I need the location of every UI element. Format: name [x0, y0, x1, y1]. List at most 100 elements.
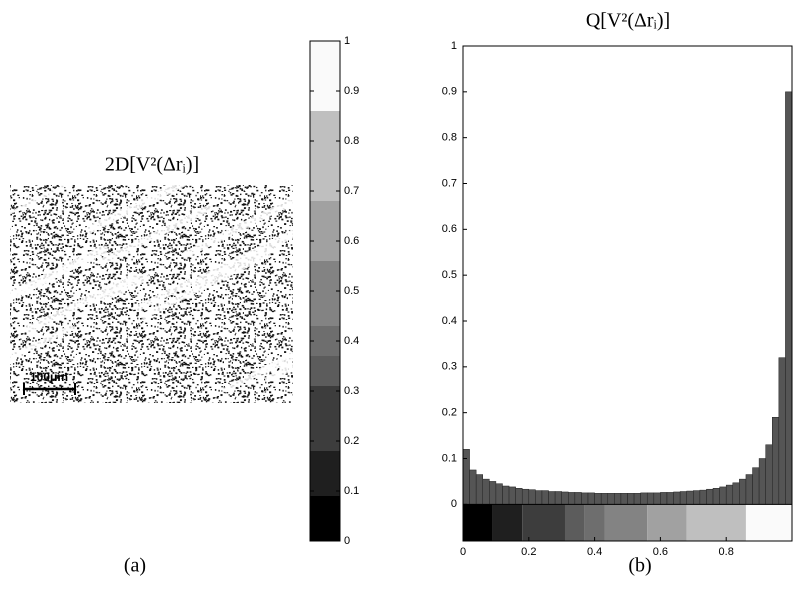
- colorbar-segment: [584, 504, 605, 541]
- y-tick-label: 0.8: [442, 132, 457, 144]
- bar: [765, 444, 773, 505]
- colorbar-segment: [310, 451, 340, 496]
- x-tick-label: 0.6: [653, 546, 668, 558]
- colorbar-segment: [604, 504, 648, 541]
- bar: [693, 490, 701, 505]
- bar: [521, 488, 530, 505]
- bar: [561, 491, 569, 505]
- colorbar-segment: [310, 356, 340, 386]
- speckle-image: [10, 185, 293, 403]
- streak: [264, 362, 293, 383]
- bar: [535, 490, 543, 505]
- colorbar-segment: [310, 201, 340, 261]
- colorbar-segment: [522, 504, 565, 541]
- bar: [778, 357, 786, 505]
- bar: [739, 478, 747, 505]
- y-tick-label: 0.6: [442, 223, 457, 235]
- streak: [182, 196, 293, 259]
- streak: [10, 324, 74, 362]
- colorbar-tick-label: 0: [344, 535, 350, 547]
- colorbar-tick-label: 0.3: [344, 385, 359, 397]
- colorbar-segment: [310, 326, 340, 356]
- bar: [699, 489, 707, 505]
- bar: [502, 485, 510, 505]
- x-tick-label: 0: [460, 546, 466, 558]
- streak: [223, 363, 276, 393]
- bar: [469, 469, 477, 505]
- streak: [10, 185, 70, 215]
- bar: [620, 493, 628, 505]
- bar: [785, 91, 793, 505]
- colorbar-tick-label: 0.7: [344, 185, 359, 197]
- bar: [660, 492, 668, 505]
- y-tick-label: 1: [451, 40, 457, 52]
- bar: [475, 474, 483, 505]
- colorbar-segment: [310, 261, 340, 326]
- colorbar-segment: [745, 504, 792, 541]
- bar: [495, 483, 503, 505]
- bar: [574, 492, 582, 505]
- y-tick-label: 0.7: [442, 177, 457, 189]
- bar: [653, 492, 661, 505]
- bar: [686, 490, 694, 505]
- bar: [600, 493, 609, 505]
- bar: [627, 493, 635, 505]
- bar: [607, 493, 615, 505]
- streak: [191, 228, 293, 287]
- bar: [515, 488, 523, 505]
- panel-title: Q[V²(Δrᵢ)]: [586, 10, 670, 32]
- y-tick-label: 0.1: [442, 452, 457, 464]
- bar: [719, 486, 727, 505]
- bar: [587, 492, 595, 505]
- scale-bar-label: 100μm: [30, 370, 68, 384]
- x-tick-label: 0.2: [521, 546, 536, 558]
- bar: [745, 474, 753, 505]
- bar: [646, 492, 655, 505]
- colorbar-segment: [310, 386, 340, 451]
- bar: [706, 488, 714, 505]
- bar: [752, 467, 760, 505]
- colorbar-tick-label: 0.8: [344, 135, 359, 147]
- bar: [489, 481, 497, 505]
- y-tick-label: 0.4: [442, 315, 457, 327]
- y-tick-label: 0.9: [442, 86, 457, 98]
- y-tick-label: 0.2: [442, 407, 457, 419]
- bar: [633, 493, 641, 505]
- bar: [772, 417, 780, 505]
- colorbar-segment: [463, 504, 493, 541]
- bar: [758, 458, 766, 505]
- y-tick-label: 0.5: [442, 269, 457, 281]
- caption: (b): [628, 555, 651, 577]
- caption: (a): [124, 555, 146, 577]
- bar: [640, 492, 648, 505]
- colorbar-segment: [686, 504, 746, 541]
- bar: [554, 491, 562, 505]
- bar: [581, 492, 589, 505]
- bar: [679, 491, 687, 505]
- bar: [528, 489, 536, 505]
- colorbar-tick-label: 0.9: [344, 85, 359, 97]
- colorbar-segment: [647, 504, 687, 541]
- axes-frame: [462, 45, 793, 542]
- bar: [712, 488, 720, 505]
- colorbar-tick-label: 0.4: [344, 335, 359, 347]
- streak: [10, 245, 108, 302]
- bar: [541, 490, 549, 505]
- streak: [100, 272, 150, 302]
- bar: [666, 492, 674, 505]
- x-tick-label: 0.8: [719, 546, 734, 558]
- colorbar-tick-label: 1: [344, 35, 350, 47]
- bar: [725, 484, 734, 505]
- bar: [508, 486, 516, 505]
- bar: [673, 491, 681, 505]
- bar: [482, 478, 490, 505]
- y-tick-label: 0.3: [442, 361, 457, 373]
- colorbar-segment: [310, 41, 340, 111]
- colorbar-tick-label: 0.2: [344, 435, 359, 447]
- bar: [568, 492, 576, 505]
- colorbar-tick-label: 0.5: [344, 285, 359, 297]
- streak: [102, 205, 212, 264]
- colorbar-tick-label: 0.1: [344, 485, 359, 497]
